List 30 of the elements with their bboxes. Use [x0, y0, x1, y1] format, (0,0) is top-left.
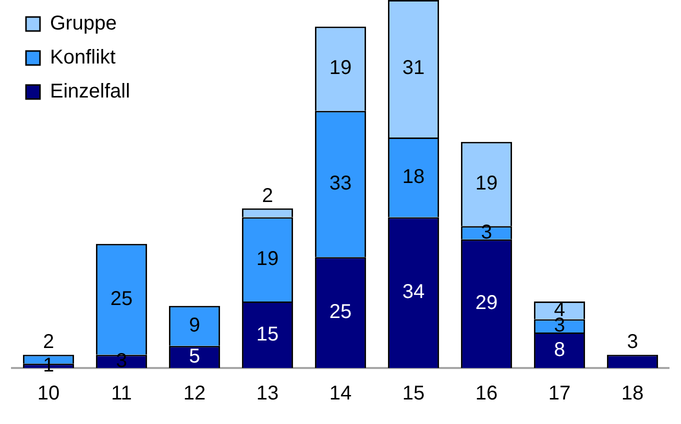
- data-label: 5: [188, 345, 200, 368]
- data-label: 19: [475, 172, 498, 195]
- data-label: 25: [329, 301, 352, 324]
- data-label: 34: [402, 281, 425, 304]
- x-tick-label: 16: [475, 382, 498, 405]
- x-tick-label: 18: [621, 382, 644, 405]
- data-label: 3: [626, 331, 638, 354]
- data-label: 1: [42, 354, 54, 376]
- legend-label: Konflikt: [50, 46, 116, 69]
- legend-label: Gruppe: [50, 12, 117, 35]
- x-tick-label: 14: [329, 382, 352, 405]
- data-label: 18: [402, 166, 425, 188]
- data-label: 19: [256, 248, 279, 270]
- data-label: 2: [42, 331, 54, 354]
- data-label: 9: [188, 314, 200, 336]
- x-tick-label: 13: [256, 382, 279, 405]
- data-label: 25: [110, 288, 133, 310]
- legend-label: Einzelfall: [50, 80, 130, 103]
- x-tick-label: 11: [111, 382, 132, 405]
- x-tick-label: 15: [402, 382, 425, 405]
- data-label: 8: [554, 338, 566, 361]
- data-label: 19: [329, 57, 352, 80]
- data-label: 15: [256, 323, 279, 346]
- x-tick-label: 10: [37, 382, 60, 405]
- data-label: 33: [329, 172, 352, 195]
- x-tick-label: 12: [183, 382, 206, 405]
- x-tick-label: 17: [548, 382, 571, 405]
- data-label: 2: [262, 184, 274, 207]
- data-label: 31: [402, 57, 425, 80]
- data-label: 29: [475, 292, 498, 314]
